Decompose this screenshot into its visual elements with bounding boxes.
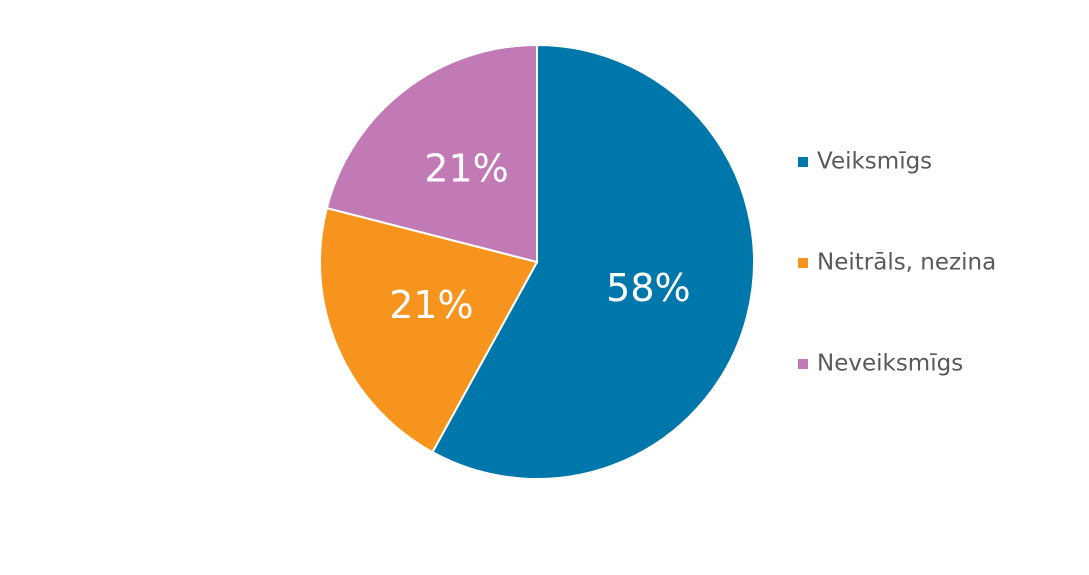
legend-label: Veiksmīgs <box>817 149 932 175</box>
pie-slice <box>319 206 539 454</box>
legend-swatch <box>798 258 808 268</box>
data-label: 21% <box>389 283 473 327</box>
legend-label: Neveiksmīgs <box>817 351 963 377</box>
legend-swatch <box>798 359 808 369</box>
data-label: 21% <box>424 147 508 191</box>
data-label: 58% <box>606 266 690 310</box>
pie-slice <box>431 43 755 480</box>
legend-swatch <box>798 157 808 167</box>
pie-slice <box>325 43 538 264</box>
legend-label: Neitrāls, nezina <box>817 250 996 276</box>
